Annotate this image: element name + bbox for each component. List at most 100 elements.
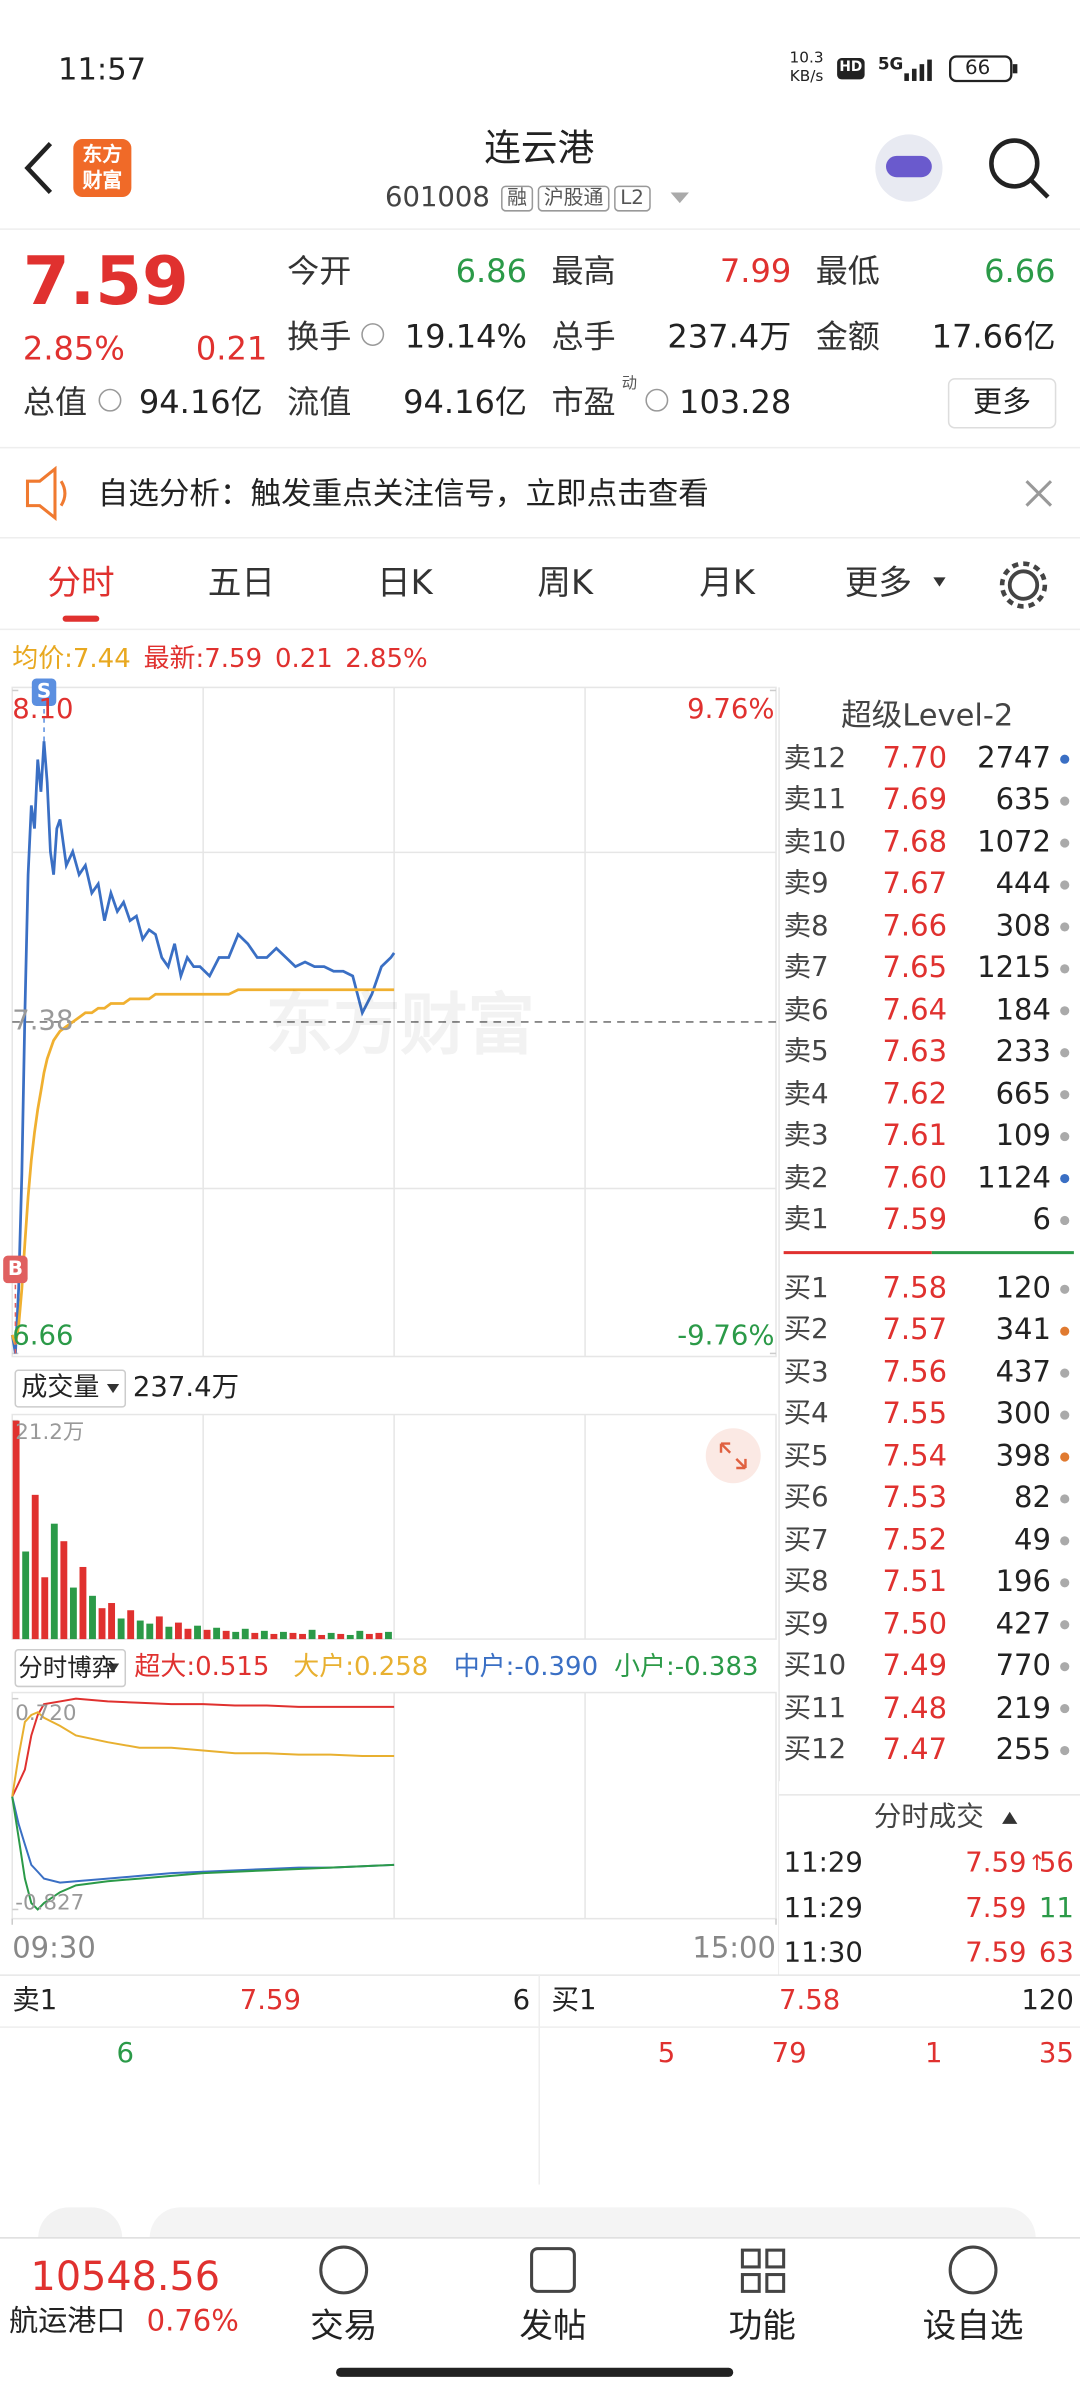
book-label: 卖11: [783, 784, 847, 817]
more-button[interactable]: 更多: [973, 385, 1032, 420]
book-price: 7.59: [882, 1202, 948, 1237]
flow-selector[interactable]: [14, 1649, 127, 1688]
index-value: 10548.56: [30, 2254, 221, 2301]
trade-time: 11:29: [783, 1891, 863, 1924]
field-value: 237.4万: [667, 318, 792, 356]
book-volume: 444: [995, 867, 1051, 902]
back-button[interactable]: [24, 142, 53, 195]
tab[interactable]: 分时: [47, 565, 115, 604]
notice-text[interactable]: 自选分析：触发重点关注信号，立即点击查看: [97, 475, 709, 512]
y-tick-label: -0.827: [15, 1891, 85, 1916]
book-label: 卖9: [783, 868, 829, 901]
book-label: 买8: [783, 1565, 829, 1599]
trade-flag: ↑: [1028, 1851, 1046, 1876]
field-label: 市盈: [551, 384, 616, 421]
field-value: 17.66亿: [931, 318, 1056, 356]
volume-bar: [89, 1595, 96, 1640]
volume-bar: [289, 1632, 297, 1640]
book-price: 7.54: [882, 1439, 948, 1474]
signal-label: 5G: [877, 54, 904, 75]
collapse-arrow[interactable]: [1002, 1811, 1018, 1824]
book-label: 卖1: [783, 1203, 829, 1236]
series-line: [11, 1697, 395, 1798]
info-icon: [98, 388, 122, 412]
book-price: 7.60: [882, 1160, 948, 1195]
book-label: 卖3: [783, 1119, 829, 1152]
book-price: 7.70: [882, 741, 948, 776]
book-volume: 6: [1032, 1202, 1051, 1237]
logo-text: 财富: [82, 170, 123, 194]
volume-bar: [79, 1566, 87, 1640]
tab[interactable]: 更多: [844, 565, 912, 604]
field-value: 6.86: [455, 252, 528, 290]
book-price: 7.50: [882, 1607, 948, 1641]
queue-volume: 6: [512, 1984, 531, 2017]
search-button[interactable]: [989, 138, 1040, 189]
book-label: 卖7: [783, 952, 829, 985]
nav-item[interactable]: 交易: [310, 2308, 378, 2347]
book-price: 7.68: [882, 825, 948, 860]
book-label: 卖5: [783, 1035, 829, 1068]
book-dot: [1060, 1132, 1070, 1142]
volume-bar: [308, 1629, 316, 1640]
stock-name: 连云港: [484, 126, 595, 170]
book-price: 7.49: [882, 1649, 948, 1683]
trade-time: 11:29: [783, 1846, 863, 1879]
x-tick-label: 15:00: [692, 1931, 777, 1966]
book-price: 7.64: [882, 993, 948, 1027]
more-button[interactable]: [947, 378, 1057, 429]
nav-item[interactable]: 设自选: [922, 2308, 1024, 2347]
volume-bar: [41, 1577, 49, 1640]
tab-indicator: [62, 615, 100, 622]
book-dot: [1060, 838, 1070, 848]
expand-button[interactable]: [705, 1428, 761, 1484]
book-volume: 635: [995, 783, 1051, 818]
book-price: 7.53: [882, 1481, 948, 1515]
volume-bar: [270, 1633, 278, 1640]
book-dot: [1060, 1215, 1070, 1226]
book-volume: 255: [995, 1732, 1051, 1767]
nav-item[interactable]: 发帖: [519, 2308, 587, 2347]
trade-price: 7.59: [965, 1846, 1027, 1879]
function-icon: [740, 2248, 786, 2293]
book-label: 买12: [783, 1733, 847, 1766]
volume-bar: [146, 1623, 154, 1640]
volume-bar: [241, 1628, 249, 1640]
series-line: [11, 1711, 395, 1797]
book-dot: [1060, 922, 1070, 932]
info-icon: [361, 323, 385, 346]
tab[interactable]: 日K: [376, 565, 433, 604]
trade-price: 7.59: [965, 1936, 1027, 1970]
nav-item[interactable]: 功能: [728, 2308, 796, 2347]
volume-bar: [136, 1620, 144, 1640]
tab[interactable]: 月K: [699, 565, 755, 604]
close-button[interactable]: [1025, 480, 1053, 507]
battery-tip: [1012, 64, 1018, 74]
annotation-label: B: [7, 1257, 23, 1281]
settings-button[interactable]: [1007, 569, 1040, 601]
volume-selector[interactable]: [14, 1369, 127, 1408]
volume-bar: [337, 1633, 345, 1640]
book-label: 卖8: [783, 910, 829, 943]
field-value: 94.16亿: [138, 384, 263, 421]
hd-icon: [837, 58, 865, 80]
change: 0.21: [195, 330, 268, 368]
legend-entry: 中户:-0.390: [453, 1652, 599, 1683]
trade-time: 11:30: [783, 1936, 863, 1970]
annotation-badge: [31, 678, 57, 706]
tab[interactable]: 周K: [537, 565, 594, 604]
volume-bar: [356, 1630, 364, 1640]
volume-bar: [174, 1622, 182, 1640]
book-volume: 437: [995, 1355, 1051, 1390]
tab[interactable]: 五日: [207, 565, 275, 604]
book-dot: [1060, 1745, 1070, 1756]
y-tick-label: 0.720: [15, 1701, 77, 1727]
volume-bar: [50, 1523, 58, 1640]
volume-bar: [365, 1633, 373, 1640]
book-dot: [1060, 1662, 1070, 1672]
battery-level: 66: [965, 57, 991, 81]
price-info: 2.85%: [345, 643, 428, 675]
book-volume: 427: [995, 1607, 1051, 1641]
speaker-icon: [25, 465, 57, 522]
book-label: 买1: [783, 1272, 829, 1305]
